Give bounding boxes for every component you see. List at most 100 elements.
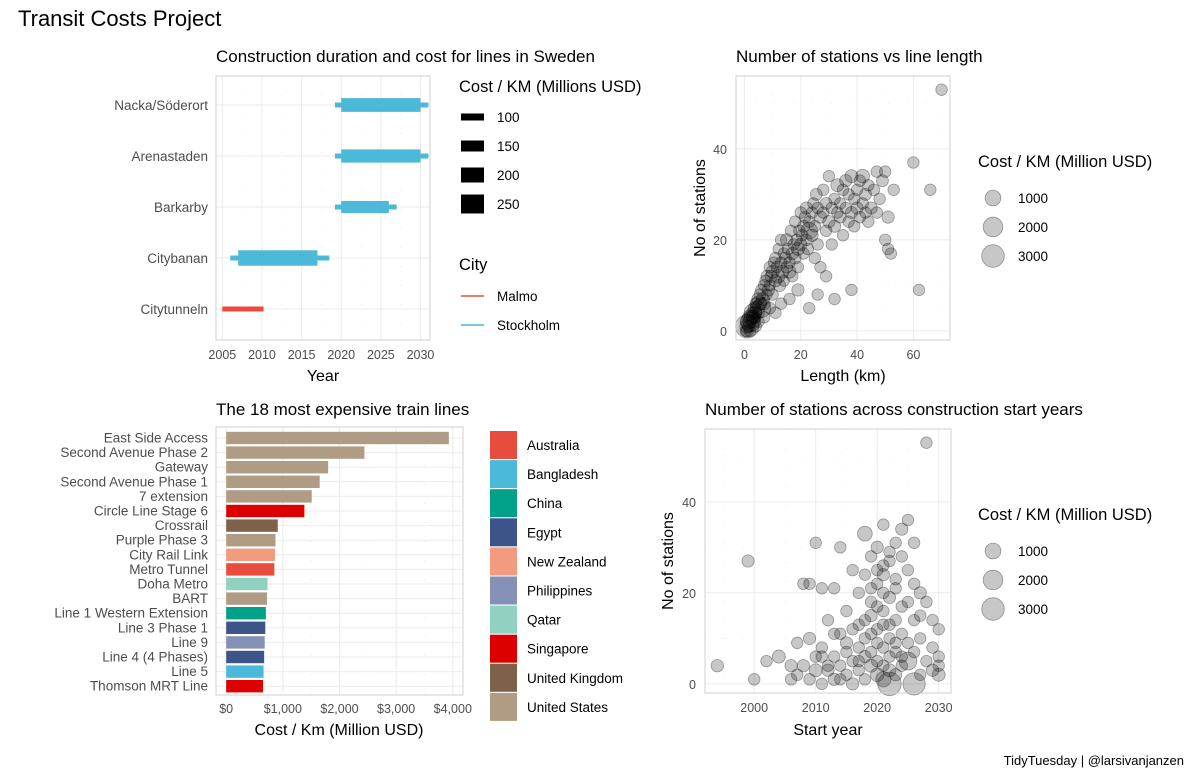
scatter-point	[784, 659, 798, 673]
scatter-point	[926, 614, 939, 627]
scatter-point	[743, 309, 760, 325]
expensive-y-tick-label: Line 3 Phase 1	[118, 620, 208, 635]
sweden-y-tick-label: Arenastaden	[131, 149, 208, 164]
size-legend-title: Cost / KM (Million USD)	[978, 153, 1152, 171]
scatter-point	[842, 215, 855, 228]
scatter-point	[828, 292, 841, 306]
scatter-point	[857, 525, 873, 542]
expensive-x-tick-label: $3,000	[377, 702, 415, 716]
scatter-point	[827, 627, 841, 640]
scatter-point	[782, 264, 797, 279]
expensive-bar	[226, 607, 266, 620]
scatter-point	[845, 206, 858, 219]
country-legend-label: Qatar	[527, 613, 561, 628]
scatter-point	[771, 269, 786, 284]
scatter-point	[862, 179, 875, 192]
scatter-point	[914, 668, 927, 681]
scatter-point	[749, 300, 765, 316]
scatter-point	[807, 197, 820, 210]
scatter-point	[821, 614, 835, 627]
y-tick-label: 0	[720, 325, 727, 339]
country-legend-key	[490, 663, 517, 692]
expensive-x-tick-label: $0	[219, 702, 233, 716]
scatter-point	[784, 673, 798, 686]
y-tick-label: 0	[689, 678, 696, 692]
scatter-point	[774, 233, 788, 247]
scatter-point	[852, 586, 865, 600]
scatter-point	[924, 183, 937, 196]
scatter-point	[907, 156, 920, 169]
scatter-point	[742, 309, 758, 326]
scatter-point	[907, 536, 921, 549]
expensive-y-tick-label: Thomson MRT Line	[90, 679, 208, 694]
expensive-bar	[226, 504, 305, 518]
expensive-bar	[226, 650, 265, 664]
scatter-point	[889, 573, 902, 586]
expensive-bar	[226, 461, 329, 474]
panel-stations-vs-length: Number of stations vs line length 0 20 40 6…	[692, 47, 1152, 385]
scatter-point	[920, 595, 933, 609]
x-tick-label: 2020	[863, 701, 891, 715]
sweden-line-bar	[238, 250, 318, 266]
panel-most-expensive: The 18 most expensive train lines $0 $1,0…	[54, 400, 623, 739]
size-legend-label: 1000	[1018, 544, 1048, 559]
scatter-point	[746, 306, 759, 319]
scatter-point	[787, 238, 800, 251]
expensive-y-tick-label: East Side Access	[104, 431, 209, 446]
length-plot-frame	[735, 75, 951, 341]
scatter-point	[834, 197, 847, 210]
scatter-point	[802, 631, 817, 645]
country-legend-key	[490, 489, 517, 518]
scatter-point	[881, 210, 895, 224]
scatter-point	[777, 247, 791, 260]
scatter-point	[889, 668, 903, 682]
scatter-point	[740, 324, 754, 338]
scatter-point	[862, 215, 875, 228]
scatter-point	[825, 201, 838, 215]
scatter-point	[889, 536, 902, 549]
scatter-point	[743, 303, 763, 322]
size-legend-key	[984, 542, 1002, 560]
scatter-point	[858, 673, 872, 686]
scatter-point	[769, 306, 782, 319]
scatter-point	[870, 540, 884, 554]
scatter-point	[805, 206, 819, 219]
panel-sweden-durations: Construction duration and cost for lines…	[114, 47, 641, 385]
scatter-point	[840, 645, 853, 659]
scatter-point	[819, 270, 833, 283]
length-y-axis-label: No of stations	[692, 159, 709, 257]
scatter-point	[741, 554, 755, 568]
scatter-point	[788, 251, 802, 265]
scatter-point	[742, 319, 756, 333]
scatter-point	[760, 269, 774, 283]
scatter-point	[871, 563, 884, 577]
scatter-point	[760, 654, 773, 668]
y-tick-label: 40	[682, 496, 696, 510]
scatter-point	[836, 229, 850, 242]
scatter-point	[749, 297, 762, 310]
scatter-point	[813, 210, 828, 224]
scatter-point	[757, 297, 771, 311]
scatter-point	[827, 582, 841, 595]
scatter-point	[740, 311, 761, 333]
scatter-point	[739, 313, 756, 330]
scatter-point	[761, 288, 773, 301]
expensive-bar	[226, 475, 320, 488]
scatter-point	[879, 165, 892, 178]
scatter-point	[889, 645, 902, 659]
scatter-point	[895, 627, 908, 640]
scatter-point	[864, 550, 878, 563]
scatter-point	[895, 522, 909, 536]
scatter-point	[749, 320, 762, 333]
scatter-point	[889, 582, 902, 595]
scatter-point	[839, 201, 852, 215]
scatter-point	[803, 577, 816, 590]
scatter-point	[858, 614, 872, 627]
country-legend-label: United States	[527, 700, 608, 715]
scatter-point	[784, 224, 798, 237]
year-x-axis-label: Start year	[793, 722, 863, 739]
scatter-point	[794, 206, 807, 219]
scatter-point	[769, 251, 782, 265]
scatter-point	[882, 663, 897, 678]
scatter-point	[907, 645, 921, 659]
